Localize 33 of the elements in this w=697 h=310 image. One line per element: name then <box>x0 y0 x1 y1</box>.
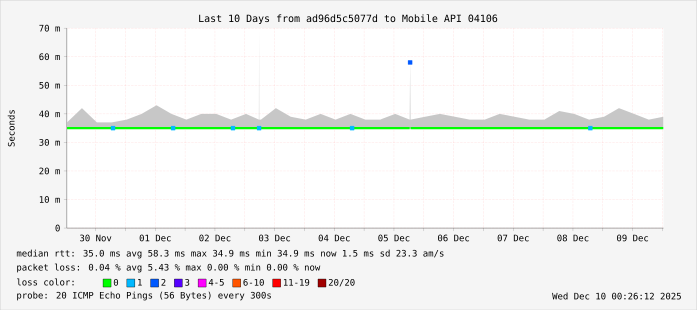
legend-title: loss color: <box>17 278 74 286</box>
legend-label: 11-19 <box>284 278 310 286</box>
x-tick-label: 06 Dec <box>438 234 470 242</box>
y-tick-label: 70 m <box>39 24 60 32</box>
text: median rtt: 35.0 ms avg 58.3 ms max 34.9 ms min 34.9 ms now 1.5 ms sd 23.3 am/s <box>16 250 444 258</box>
text: packet loss: 0.04 % avg 5.43 % max 0.00 % min 0.00 % now <box>17 264 320 272</box>
y-axis-title: Seconds <box>8 110 15 146</box>
legend-label: 4-5 <box>208 278 224 286</box>
y-tick-label: 10 m <box>40 196 60 203</box>
x-tick-label: 07 Dec <box>498 234 529 242</box>
legend-label: 6-10 <box>243 278 264 286</box>
x-tick-label: 02 Dec <box>199 234 230 242</box>
y-tick-label: 0 <box>56 224 60 232</box>
x-tick-label: 30 Nov <box>80 234 112 242</box>
x-tick-label: 01 Dec <box>140 234 171 242</box>
x-tick-label: 08 Dec <box>557 234 588 242</box>
x-tick-label: 05 Dec <box>378 234 410 242</box>
text: Wed Dec 10 00:26:12 2025 <box>552 292 681 300</box>
y-tick-label: 60 m <box>39 53 60 60</box>
x-tick-label: 09 Dec <box>617 234 648 242</box>
legend-label: 0 <box>114 278 118 286</box>
y-tick-label: 50 m <box>39 82 60 89</box>
chart-title: Last 10 Days from ad96d5c5077d to Mobile API 04106 <box>199 14 498 24</box>
legend-label: 1 <box>138 278 142 286</box>
legend-label: 20/20 <box>328 278 355 286</box>
legend-label: 3 <box>185 278 190 286</box>
x-tick-label: 03 Dec <box>259 234 290 242</box>
y-tick-label: 30 m <box>39 138 60 146</box>
y-tick-label: 20 m <box>39 167 60 174</box>
x-tick-label: 04 Dec <box>318 234 350 242</box>
y-tick-label: 40 m <box>39 110 60 118</box>
text: probe: 20 ICMP Echo Pings (56 Bytes) every 300s <box>17 292 271 300</box>
legend-label: 2 <box>161 278 166 286</box>
